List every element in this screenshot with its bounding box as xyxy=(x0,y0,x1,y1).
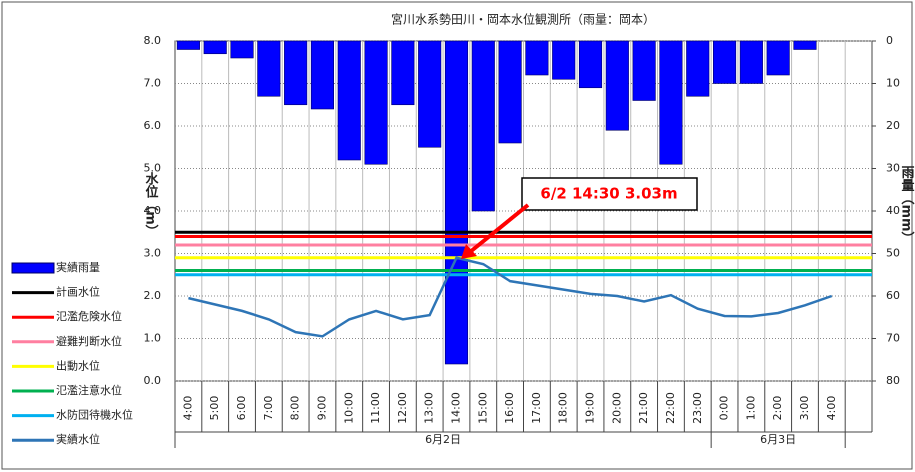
legend-box xyxy=(5,255,167,455)
y-tick-label: 5.0 xyxy=(144,162,162,175)
rain-bar xyxy=(766,40,790,76)
legend-label: 避難判断水位 xyxy=(56,334,122,348)
x-tick-label: 4:00 xyxy=(825,396,838,421)
y2-tick-label: 0 xyxy=(886,34,893,47)
y2-tick-label: 20 xyxy=(886,119,900,132)
rain-bar xyxy=(176,40,200,50)
x-tick-label: 20:00 xyxy=(610,392,623,424)
y-tick-label: 0.0 xyxy=(144,374,162,387)
y2-tick-label: 70 xyxy=(886,332,900,345)
y-tick-label: 7.0 xyxy=(144,77,162,90)
legend-label: 氾濫注意水位 xyxy=(56,383,122,397)
x-tick-label: 12:00 xyxy=(396,392,409,424)
legend-label: 氾濫危険水位 xyxy=(56,309,122,323)
x-tick-label: 19:00 xyxy=(584,392,597,424)
legend-label: 出動水位 xyxy=(56,358,100,372)
y-tick-label: 3.0 xyxy=(144,247,162,260)
x-tick-label: 7:00 xyxy=(262,396,275,421)
x-tick-label: 15:00 xyxy=(476,392,489,424)
rain-bar xyxy=(525,40,549,76)
x-tick-label: 3:00 xyxy=(798,396,811,421)
rain-bar xyxy=(230,40,254,59)
x-tick-label: 9:00 xyxy=(315,396,328,421)
rain-bar xyxy=(686,40,710,97)
rain-bar xyxy=(444,40,469,365)
rain-bar xyxy=(364,40,388,165)
y-axis-label: 水位（m） xyxy=(143,172,160,238)
group-label: 6月2日 xyxy=(425,433,461,446)
x-tick-label: 18:00 xyxy=(557,392,570,424)
x-tick-label: 5:00 xyxy=(208,396,221,421)
y-tick-label: 2.0 xyxy=(144,289,162,302)
rain-bar xyxy=(418,40,442,148)
rain-bar xyxy=(471,40,495,212)
y-tick-label: 6.0 xyxy=(144,119,162,132)
x-tick-label: 16:00 xyxy=(503,392,516,424)
rain-bar xyxy=(257,40,281,97)
y-tick-label: 4.0 xyxy=(144,204,162,217)
y2-tick-label: 40 xyxy=(886,204,900,217)
y2-tick-label: 80 xyxy=(886,374,900,387)
rain-bar xyxy=(605,40,629,131)
rain-bar xyxy=(659,40,683,165)
rain-bar xyxy=(578,40,603,89)
annotation-box xyxy=(521,177,698,211)
water-level-line xyxy=(188,256,833,338)
rain-bar xyxy=(632,40,656,101)
rain-bar xyxy=(337,40,361,161)
x-tick-label: 21:00 xyxy=(637,392,650,424)
rain-bar xyxy=(310,40,335,110)
annotation-text: 6/2 14:30 3.03m xyxy=(540,185,677,203)
annotation-arrow xyxy=(468,203,530,254)
legend-label: 実績水位 xyxy=(56,432,100,446)
y-tick-label: 8.0 xyxy=(144,34,162,47)
rain-bar xyxy=(498,40,522,144)
rain-bar xyxy=(793,40,817,50)
x-tick-label: 11:00 xyxy=(369,392,382,424)
x-tick-label: 23:00 xyxy=(691,392,704,424)
rain-bar xyxy=(552,40,576,80)
legend-swatch xyxy=(11,262,55,274)
x-tick-label: 13:00 xyxy=(423,392,436,424)
legend-label: 水防団待機水位 xyxy=(56,408,133,422)
x-tick-label: 2:00 xyxy=(771,396,784,421)
x-tick-label: 17:00 xyxy=(530,392,543,424)
x-tick-label: 6:00 xyxy=(235,396,248,421)
rain-bar xyxy=(391,40,415,106)
x-tick-label: 8:00 xyxy=(289,396,302,421)
legend-label: 計画水位 xyxy=(56,285,100,299)
x-tick-label: 22:00 xyxy=(664,392,677,424)
x-tick-label: 14:00 xyxy=(449,392,462,424)
y2-tick-label: 30 xyxy=(886,162,900,175)
y2-tick-label: 60 xyxy=(886,289,900,302)
y2-tick-label: 10 xyxy=(886,77,900,90)
group-label: 6月3日 xyxy=(760,433,796,446)
y-tick-label: 1.0 xyxy=(144,332,162,345)
rain-bar xyxy=(739,40,763,84)
x-tick-label: 4:00 xyxy=(181,396,194,421)
y2-tick-label: 50 xyxy=(886,247,900,260)
rain-bar xyxy=(712,40,737,84)
rain-bar xyxy=(284,40,308,106)
y2-axis-label: 雨量（mm） xyxy=(899,165,915,244)
legend-label: 実績雨量 xyxy=(56,260,100,274)
annotation-arrowhead xyxy=(461,244,477,259)
x-tick-label: 1:00 xyxy=(744,396,757,421)
x-tick-label: 10:00 xyxy=(342,392,355,424)
chart-title: 宮川水系勢田川・岡本水位観測所（雨量：岡本） xyxy=(391,12,655,27)
rain-bar xyxy=(203,40,227,55)
x-tick-label: 0:00 xyxy=(718,396,731,421)
